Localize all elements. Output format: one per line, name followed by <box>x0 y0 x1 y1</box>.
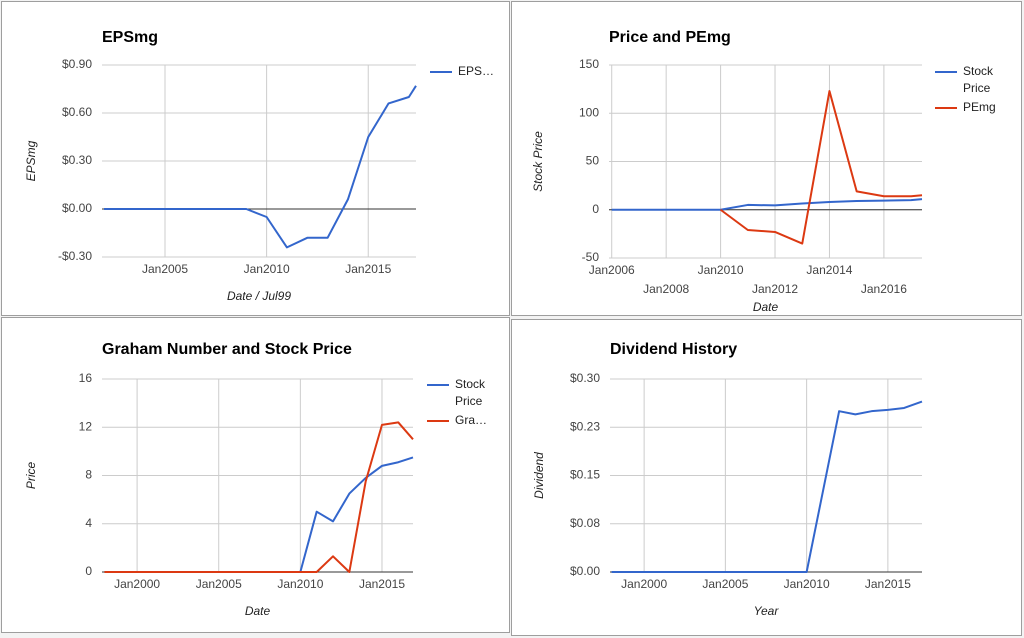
y-tick-label: $0.90 <box>62 57 92 71</box>
legend-label: EPS… <box>458 64 495 78</box>
line-series <box>104 421 414 573</box>
x-tick-label: Jan2000 <box>114 577 160 591</box>
x-axis-title: Year <box>754 604 780 618</box>
y-axis-title: Price <box>24 462 38 490</box>
y-tick-label: $0.30 <box>62 153 92 167</box>
y-tick-label: $0.00 <box>570 564 600 578</box>
chart-title: Dividend History <box>610 341 737 358</box>
x-tick-label: Jan2010 <box>784 577 830 591</box>
line-series <box>104 85 417 249</box>
y-axis-title: Stock Price <box>531 131 545 192</box>
y-tick-label: $0.23 <box>570 419 600 433</box>
legend-label: Stock Price <box>963 64 994 95</box>
y-axis-title: Dividend <box>532 452 546 499</box>
x-tick-label: Jan2005 <box>142 262 188 276</box>
x-tick-label: Jan2015 <box>359 577 405 591</box>
x-tick-label: Jan2005 <box>196 577 242 591</box>
x-axis-title: Date / Jul99 <box>227 289 291 303</box>
x-axis-title: Date <box>245 604 271 618</box>
panel <box>1 1 510 316</box>
chart-title: Price and PEmg <box>609 29 731 46</box>
y-tick-label: $0.15 <box>570 468 600 482</box>
x-tick-label: Jan2016 <box>861 282 907 296</box>
chart-title: EPSmg <box>102 29 158 46</box>
y-tick-label: 100 <box>579 105 599 119</box>
y-tick-label: 150 <box>579 57 599 71</box>
x-tick-label: Jan2015 <box>345 262 391 276</box>
x-axis-title: Date <box>753 300 779 314</box>
line-series <box>611 400 923 573</box>
x-tick-label: Jan2012 <box>752 282 798 296</box>
y-tick-label: -50 <box>582 250 600 264</box>
y-axis-title: EPSmg <box>24 140 38 181</box>
x-tick-label: Jan2014 <box>806 263 852 277</box>
legend-label: Stock Price <box>455 377 486 408</box>
y-tick-label: $0.08 <box>570 516 600 530</box>
legend-item: PEmg <box>963 100 996 114</box>
y-tick-label: 16 <box>79 371 93 385</box>
legend-item: EPS… <box>458 64 495 78</box>
y-tick-label: 4 <box>85 516 92 530</box>
y-tick-label: 0 <box>85 564 92 578</box>
y-tick-label: $0.30 <box>570 371 600 385</box>
y-tick-label: 12 <box>79 419 93 433</box>
chart-title: Graham Number and Stock Price <box>102 341 352 358</box>
x-tick-label: Jan2010 <box>244 262 290 276</box>
line-series <box>719 90 923 245</box>
x-tick-label: Jan2006 <box>589 263 635 277</box>
panel <box>511 319 1022 636</box>
y-tick-label: $0.00 <box>62 201 92 215</box>
y-tick-label: -$0.30 <box>58 249 92 263</box>
panel <box>511 1 1022 316</box>
x-tick-label: Jan2005 <box>702 577 748 591</box>
legend-item: Gra… <box>455 413 488 427</box>
x-tick-label: Jan2015 <box>865 577 911 591</box>
y-tick-label: 50 <box>586 154 600 168</box>
legend-label: Gra… <box>455 413 488 427</box>
legend-label: PEmg <box>963 100 996 114</box>
y-tick-label: $0.60 <box>62 105 92 119</box>
legend-item: Stock Price <box>455 377 486 408</box>
x-tick-label: Jan2010 <box>277 577 323 591</box>
x-tick-label: Jan2010 <box>698 263 744 277</box>
y-tick-label: 8 <box>85 468 92 482</box>
x-tick-label: Jan2000 <box>621 577 667 591</box>
x-tick-label: Jan2008 <box>643 282 689 296</box>
line-series <box>611 198 923 211</box>
y-tick-label: 0 <box>592 202 599 216</box>
legend-item: Stock Price <box>963 64 994 95</box>
